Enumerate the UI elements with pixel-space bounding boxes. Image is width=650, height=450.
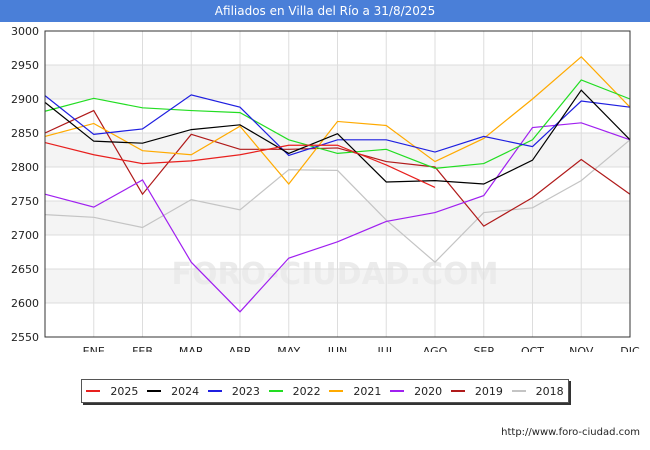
- legend-item-2018: 2018: [511, 384, 564, 398]
- legend-swatch: [207, 390, 222, 392]
- legend-swatch: [450, 390, 465, 392]
- series-line-2022: [44, 79, 631, 169]
- x-tick-label: AGO: [423, 345, 448, 352]
- x-tick-label: ENE: [83, 345, 105, 352]
- legend-swatch: [329, 390, 344, 392]
- legend-item-2025: 2025: [86, 385, 138, 398]
- watermark-text: FORO-CIUDAD.COM: [172, 257, 499, 292]
- x-axis-ticks: ENE FEB MAR ABR MAY JUN JUL AGO SEP OCT NOV DIC: [83, 345, 640, 352]
- legend-label: 2021: [353, 384, 382, 398]
- y-tick-label: 2650: [11, 263, 39, 276]
- legend-swatch: [390, 390, 405, 392]
- y-axis-ticks: 2550 2600 2650 2700 2750 2800 2850 2900 2950 3000: [11, 25, 39, 344]
- legend-item-2023: 2023: [207, 384, 260, 398]
- series-group: [44, 56, 631, 313]
- legend-swatch: [268, 390, 283, 392]
- legend-swatch: [147, 390, 162, 392]
- x-tick-label: SEP: [473, 345, 494, 352]
- x-tick-label: MAR: [179, 345, 204, 352]
- x-tick-label: JUN: [327, 345, 348, 352]
- y-tick-label: 2700: [11, 229, 39, 242]
- y-tick-label: 2800: [11, 161, 39, 174]
- series-line-2019: [44, 109, 631, 227]
- series-line-2018: [44, 139, 631, 264]
- legend-swatch: [511, 390, 526, 392]
- legend-item-2021: 2021: [329, 385, 381, 398]
- legend-label: 2025: [110, 384, 139, 398]
- x-tick-label: NOV: [569, 345, 594, 352]
- legend-item-2019: 2019: [450, 384, 503, 398]
- y-tick-label: 2950: [11, 59, 39, 72]
- plot-frame: [44, 30, 631, 338]
- x-tick-label: MAY: [277, 345, 300, 352]
- legend-item-2024: 2024: [147, 385, 199, 398]
- legend-swatch: [86, 390, 101, 392]
- legend-label: 2022: [292, 384, 321, 398]
- x-tick-label: ABR: [229, 345, 252, 352]
- legend-item-2022: 2022: [268, 384, 321, 398]
- legend-label: 2020: [414, 384, 443, 398]
- series-line-2025: [44, 141, 436, 188]
- x-tick-label: FEB: [132, 345, 153, 352]
- y-tick-label: 2850: [11, 127, 39, 140]
- y-tick-label: 2750: [11, 195, 39, 208]
- series-line-2021: [44, 56, 631, 185]
- legend-label: 2024: [171, 384, 200, 398]
- x-tick-label: DIC: [620, 345, 640, 352]
- source-link[interactable]: http://www.foro-ciudad.com: [501, 427, 640, 438]
- line-chart: FORO-CIUDAD.COM 2550 2600 2650 2700 2750 2800…: [11, 25, 640, 352]
- legend: 2025 2024 2023 2022 2021 2020 2019 2018: [81, 379, 569, 403]
- y-tick-label: 2600: [11, 297, 39, 310]
- x-tick-label: JUL: [377, 345, 396, 352]
- legend-label: 2018: [535, 384, 564, 398]
- legend-label: 2023: [231, 384, 260, 398]
- y-tick-label: 2900: [11, 93, 39, 106]
- series-line-2024: [44, 89, 631, 185]
- y-tick-label: 3000: [11, 25, 39, 38]
- series-line-2023: [44, 94, 631, 157]
- chart-title: Afiliados en Villa del Río a 31/8/2025: [0, 0, 650, 22]
- legend-label: 2019: [474, 384, 503, 398]
- legend-item-2020: 2020: [390, 385, 442, 398]
- y-tick-label: 2550: [11, 331, 39, 344]
- x-tick-label: OCT: [521, 345, 544, 352]
- series-line-2020: [44, 122, 631, 313]
